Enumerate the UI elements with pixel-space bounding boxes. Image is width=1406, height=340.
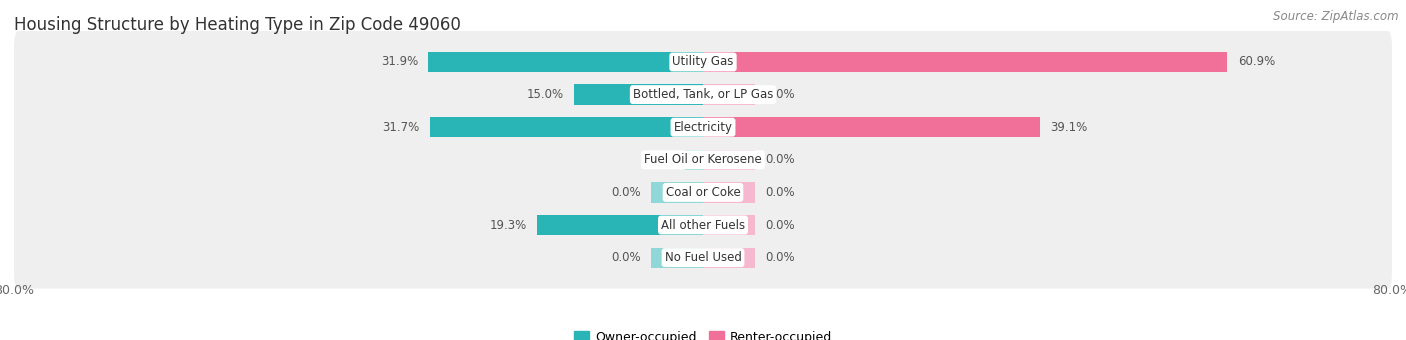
Text: Coal or Coke: Coal or Coke (665, 186, 741, 199)
Text: All other Fuels: All other Fuels (661, 219, 745, 232)
Text: 2.1%: 2.1% (645, 153, 675, 166)
Text: 19.3%: 19.3% (489, 219, 526, 232)
Legend: Owner-occupied, Renter-occupied: Owner-occupied, Renter-occupied (568, 326, 838, 340)
Text: 39.1%: 39.1% (1050, 121, 1087, 134)
FancyBboxPatch shape (14, 129, 1392, 191)
Text: 0.0%: 0.0% (765, 88, 794, 101)
Text: Utility Gas: Utility Gas (672, 55, 734, 68)
Bar (703, 52, 1227, 72)
Text: 0.0%: 0.0% (765, 186, 794, 199)
Text: 0.0%: 0.0% (612, 186, 641, 199)
Text: Housing Structure by Heating Type in Zip Code 49060: Housing Structure by Heating Type in Zip… (14, 16, 461, 34)
Bar (703, 150, 755, 170)
Text: 15.0%: 15.0% (526, 88, 564, 101)
Bar (703, 215, 755, 235)
Text: 0.0%: 0.0% (765, 219, 794, 232)
Text: 60.9%: 60.9% (1237, 55, 1275, 68)
Text: 0.0%: 0.0% (765, 153, 794, 166)
Bar (703, 248, 755, 268)
FancyBboxPatch shape (14, 64, 1392, 125)
Bar (429, 52, 703, 72)
Bar (430, 117, 703, 137)
Text: 31.7%: 31.7% (382, 121, 419, 134)
Bar (537, 215, 703, 235)
Text: Source: ZipAtlas.com: Source: ZipAtlas.com (1274, 10, 1399, 23)
Bar (651, 248, 703, 268)
Text: Electricity: Electricity (673, 121, 733, 134)
Text: 31.9%: 31.9% (381, 55, 418, 68)
FancyBboxPatch shape (14, 227, 1392, 289)
Text: 0.0%: 0.0% (765, 251, 794, 264)
Bar (651, 182, 703, 203)
Bar (574, 84, 703, 105)
Bar (703, 182, 755, 203)
Text: 0.0%: 0.0% (612, 251, 641, 264)
Text: Bottled, Tank, or LP Gas: Bottled, Tank, or LP Gas (633, 88, 773, 101)
Bar (685, 150, 703, 170)
Bar (703, 84, 755, 105)
Bar (703, 117, 1039, 137)
FancyBboxPatch shape (14, 96, 1392, 158)
FancyBboxPatch shape (14, 194, 1392, 256)
Text: Fuel Oil or Kerosene: Fuel Oil or Kerosene (644, 153, 762, 166)
FancyBboxPatch shape (14, 162, 1392, 223)
FancyBboxPatch shape (14, 31, 1392, 93)
Text: No Fuel Used: No Fuel Used (665, 251, 741, 264)
